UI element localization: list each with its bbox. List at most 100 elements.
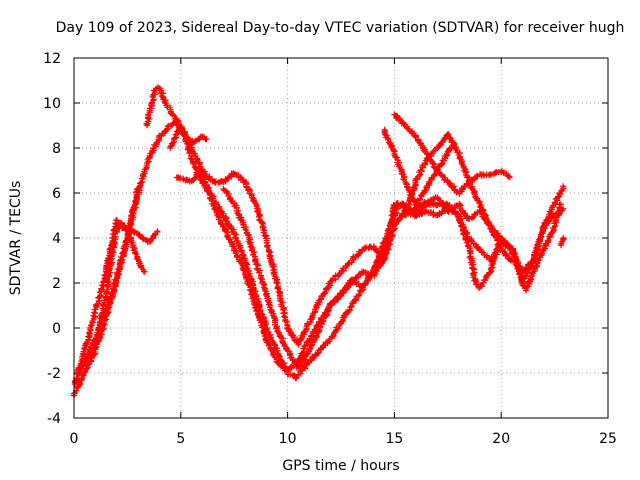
data-point	[239, 252, 246, 259]
data-point	[408, 190, 415, 197]
data-point	[265, 301, 272, 308]
data-point	[223, 228, 230, 235]
data-point	[363, 280, 370, 287]
x-tick-label: 25	[599, 431, 617, 447]
data-point	[195, 160, 202, 167]
data-point	[169, 121, 176, 128]
data-point	[237, 244, 244, 251]
data-point	[513, 259, 520, 266]
y-axis-label: SDTVAR / TECUs	[8, 181, 24, 296]
data-point	[154, 228, 161, 235]
data-point	[358, 284, 365, 291]
y-tick-label: -2	[47, 366, 61, 382]
data-point	[192, 138, 199, 145]
data-point	[242, 226, 249, 233]
data-point	[528, 273, 535, 280]
data-point	[261, 232, 268, 239]
data-point	[535, 257, 542, 264]
data-point	[203, 136, 210, 142]
data-point	[430, 163, 437, 170]
data-point	[336, 271, 343, 278]
data-point	[468, 237, 475, 244]
data-point	[183, 176, 190, 183]
data-point	[264, 244, 271, 251]
x-tick-label: 5	[176, 431, 185, 447]
data-point	[560, 205, 567, 212]
data-point	[378, 249, 385, 256]
data-point	[98, 285, 105, 292]
data-point	[508, 257, 515, 264]
y-tick-label: 0	[52, 321, 61, 337]
data-point	[505, 173, 512, 180]
x-tick-label: 0	[70, 431, 79, 447]
data-point	[534, 241, 541, 248]
data-point	[376, 253, 383, 260]
data-point	[100, 279, 107, 286]
data-point	[278, 363, 285, 370]
data-point	[246, 281, 253, 288]
x-tick-label: 20	[492, 431, 510, 447]
series-trace-13	[557, 235, 567, 249]
plot-frame	[73, 57, 609, 419]
data-point	[422, 160, 429, 167]
series-trace-10	[381, 126, 458, 208]
x-axis-label: GPS time / hours	[282, 458, 399, 474]
y-tick-label: 8	[52, 141, 61, 157]
data-point	[386, 238, 393, 245]
x-tick-label: 10	[279, 431, 297, 447]
data-point	[78, 375, 85, 382]
data-point	[452, 145, 459, 152]
data-point	[253, 265, 260, 272]
data-point	[309, 354, 316, 361]
data-point	[74, 376, 81, 383]
data-point	[250, 297, 257, 304]
data-point	[96, 322, 103, 329]
series-trace-9	[220, 185, 387, 372]
data-point	[375, 248, 382, 255]
data-point	[371, 264, 378, 271]
series-trace-12	[402, 131, 515, 264]
data-point	[438, 172, 445, 179]
data-point	[341, 313, 348, 320]
data-point	[477, 283, 484, 290]
x-tick-label: 15	[385, 431, 403, 447]
y-tick-label: -4	[47, 411, 61, 427]
data-point	[560, 183, 567, 190]
data-point	[493, 248, 500, 255]
data-point	[523, 287, 530, 294]
data-point	[411, 212, 418, 219]
chart-title: Day 109 of 2023, Sidereal Day-to-day VTE…	[56, 20, 625, 36]
data-point	[384, 136, 391, 143]
data-point	[110, 237, 117, 244]
data-point	[494, 230, 501, 237]
y-tick-label: 2	[52, 276, 61, 292]
y-tick-label: 12	[43, 51, 61, 67]
data-point	[110, 285, 117, 292]
series-trace-4	[77, 118, 182, 372]
data-point	[382, 255, 389, 262]
data-point	[187, 155, 194, 162]
series-trace-11	[391, 111, 513, 197]
series-trace-5	[143, 84, 565, 382]
data-point	[392, 153, 399, 160]
data-point	[483, 273, 490, 280]
data-point	[205, 188, 212, 195]
data-point	[458, 223, 465, 230]
data-point	[457, 219, 464, 226]
data-point	[302, 365, 309, 372]
data-point	[141, 268, 148, 275]
data-point	[503, 251, 510, 258]
data-point	[380, 246, 387, 253]
data-point	[239, 176, 246, 183]
data-point	[273, 325, 280, 332]
data-point	[119, 256, 126, 263]
data-points	[70, 84, 567, 399]
series-trace-2	[74, 217, 161, 376]
data-point	[424, 155, 431, 162]
y-tick-label: 4	[52, 231, 61, 247]
data-point	[438, 160, 445, 167]
data-point	[254, 208, 261, 215]
data-point	[132, 250, 139, 257]
data-point	[480, 207, 487, 214]
